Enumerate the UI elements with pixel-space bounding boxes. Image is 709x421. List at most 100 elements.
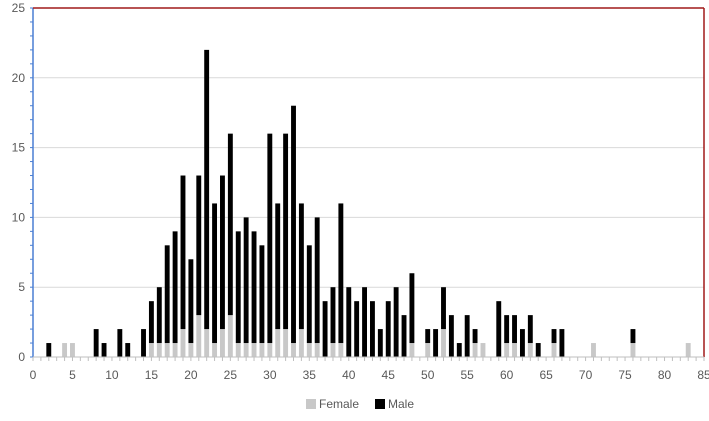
bar-female-36 [314, 343, 320, 357]
bar-male-14 [141, 329, 146, 357]
x-tick-label-50: 50 [421, 368, 435, 382]
x-tick-label-85: 85 [697, 368, 709, 382]
bar-male-55 [464, 315, 470, 357]
bar-female-83 [685, 343, 691, 357]
x-tick-label-60: 60 [500, 368, 514, 382]
y-tick-label-25: 25 [12, 1, 26, 15]
bar-male-30 [267, 133, 273, 344]
bar-male-45 [385, 301, 391, 357]
bar-male-38 [330, 287, 336, 344]
bar-female-28 [251, 343, 257, 357]
bar-female-71 [591, 343, 596, 357]
bar-female-16 [156, 343, 162, 357]
bar-male-8 [93, 329, 99, 357]
x-tick-label-70: 70 [579, 368, 593, 382]
bar-female-66 [551, 343, 557, 357]
bar-male-36 [314, 217, 320, 344]
bar-male-62 [519, 329, 525, 357]
bar-male-35 [306, 245, 312, 344]
bar-male-2 [46, 343, 52, 357]
bar-female-17 [164, 343, 170, 357]
bar-male-33 [291, 105, 296, 344]
bar-male-63 [527, 315, 533, 344]
legend-label-male: Male [388, 397, 414, 411]
y-tick-label-5: 5 [18, 280, 25, 294]
bar-female-52 [441, 329, 446, 357]
bar-male-19 [180, 175, 186, 330]
bars [46, 49, 691, 357]
bar-male-51 [433, 329, 439, 357]
axes [30, 7, 705, 361]
bar-female-26 [235, 343, 241, 357]
bar-male-37 [322, 301, 328, 357]
bar-male-54 [456, 343, 462, 357]
y-tick-label-20: 20 [12, 71, 26, 85]
x-tick-label-40: 40 [342, 368, 356, 382]
bar-female-19 [180, 329, 186, 357]
bar-female-24 [220, 329, 225, 357]
bar-male-60 [504, 315, 510, 344]
bar-male-61 [512, 315, 517, 344]
bar-male-28 [251, 231, 257, 344]
bar-male-47 [401, 315, 407, 357]
bar-male-64 [535, 343, 541, 357]
y-tick-label-0: 0 [18, 350, 25, 364]
bar-male-42 [362, 287, 367, 357]
bar-male-18 [172, 231, 178, 344]
bar-female-27 [243, 343, 249, 357]
bar-female-23 [212, 343, 218, 357]
tick-labels: 0 5 10 15 20 25 0 5 10 15 20 25 30 35 40 45 50 55 60 65 70 75… [12, 1, 709, 382]
bar-male-41 [354, 301, 360, 357]
bar-female-34 [298, 329, 304, 357]
bar-female-33 [291, 343, 296, 357]
bar-female-32 [283, 329, 289, 357]
bar-female-63 [527, 343, 533, 357]
legend-label-female: Female [319, 397, 359, 411]
bar-male-52 [441, 287, 446, 330]
x-tick-label-5: 5 [69, 368, 76, 382]
y-tick-label-10: 10 [12, 210, 26, 224]
bar-female-38 [330, 343, 336, 357]
bar-male-12 [125, 343, 131, 357]
bar-male-17 [164, 245, 170, 344]
bar-female-57 [480, 343, 486, 357]
bar-male-66 [551, 329, 557, 344]
bar-male-31 [275, 203, 281, 330]
bar-male-43 [370, 301, 375, 357]
bar-female-39 [338, 343, 344, 357]
bar-male-39 [338, 203, 344, 344]
bar-male-21 [196, 175, 202, 316]
bar-female-60 [504, 343, 510, 357]
x-tick-label-45: 45 [382, 368, 396, 382]
x-tick-label-35: 35 [303, 368, 317, 382]
bar-female-4 [62, 343, 68, 357]
bar-male-32 [283, 133, 289, 330]
gridlines [33, 7, 704, 288]
bar-female-18 [172, 343, 178, 357]
bar-female-21 [196, 315, 202, 357]
legend-swatch-female [306, 399, 316, 409]
bar-male-46 [393, 287, 399, 357]
bar-male-15 [148, 301, 154, 344]
x-tick-label-10: 10 [105, 368, 119, 382]
bar-male-50 [425, 329, 431, 344]
bar-male-59 [496, 301, 502, 357]
bar-male-44 [377, 329, 383, 357]
bar-male-22 [204, 49, 210, 330]
bar-male-24 [220, 175, 225, 330]
bar-male-20 [188, 259, 194, 344]
bar-male-11 [117, 329, 123, 357]
bar-male-27 [243, 217, 249, 344]
bar-female-56 [472, 343, 478, 357]
bar-male-53 [448, 315, 454, 357]
y-tick-label-15: 15 [12, 141, 26, 155]
bar-male-76 [630, 329, 636, 344]
bar-male-9 [101, 343, 107, 357]
bar-female-50 [425, 343, 431, 357]
bar-male-40 [346, 287, 352, 357]
legend-swatch-male [375, 399, 385, 409]
bar-male-16 [156, 287, 162, 344]
x-tick-label-25: 25 [224, 368, 238, 382]
